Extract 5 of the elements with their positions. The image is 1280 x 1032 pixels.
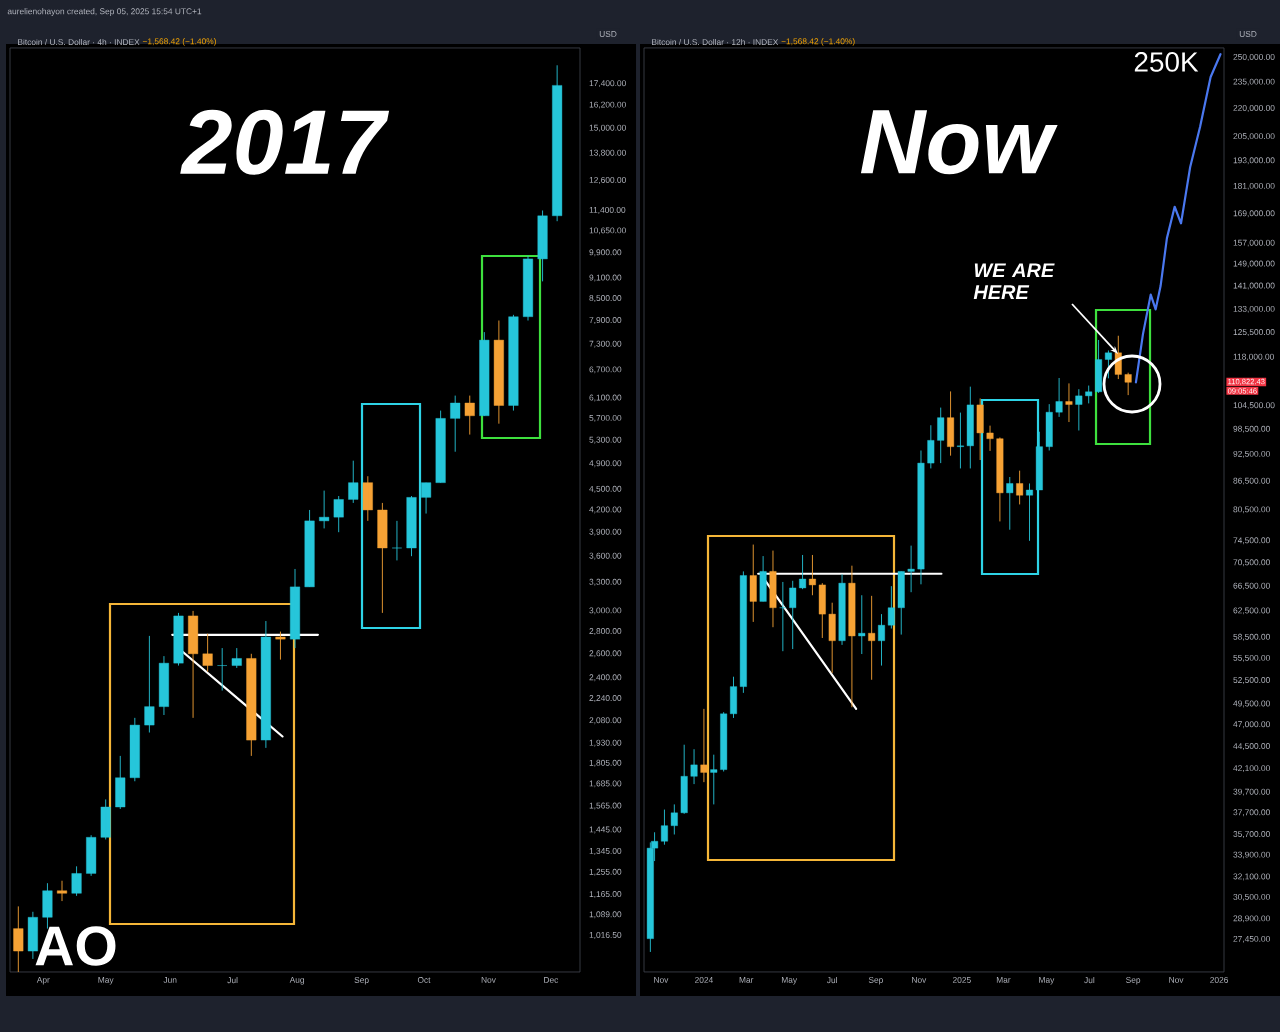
annotation: WE ARE HERE — [973, 263, 1055, 300]
annotation: 250K — [1134, 52, 1199, 72]
text: Now — [860, 110, 1058, 175]
text: 2017 — [180, 109, 390, 175]
annotation: AO — [35, 926, 116, 966]
